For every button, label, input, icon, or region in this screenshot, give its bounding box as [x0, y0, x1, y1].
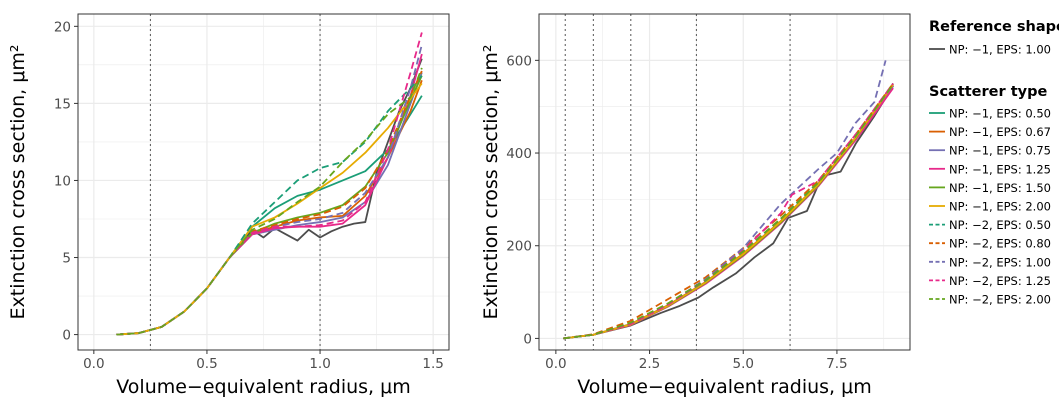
legend-item: NP: −1, EPS: 2.00 [929, 200, 1051, 214]
right-chart-panel: 0.0 2.5 5.0 7.5 0 200 400 600 Volume−equivalent … [480, 13, 911, 398]
x-tick-label: 2.5 [639, 356, 660, 372]
y-tick-label: 5 [62, 251, 71, 267]
legend-item: NP: −2, EPS: 0.50 [929, 218, 1051, 232]
y-tick-label: 15 [54, 96, 71, 112]
legend-reference-title: Reference shape [929, 19, 1059, 35]
legend-item-label: NP: −2, EPS: 0.80 [949, 237, 1051, 251]
legend-item: NP: −1, EPS: 0.50 [929, 107, 1051, 121]
legend-item-label: NP: −1, EPS: 1.50 [949, 181, 1051, 195]
x-axis-label: Volume−equivalent radius, μm [116, 376, 410, 398]
legend-item-label: NP: −2, EPS: 1.00 [949, 255, 1051, 269]
left-chart-panel: 0.0 0.5 1.0 1.5 0 5 10 15 20 Volume−equivalent ra… [7, 13, 450, 398]
series-line-reference [563, 85, 894, 340]
series-line-s_m2_100 [563, 60, 887, 340]
legend-item-label: NP: −1, EPS: 0.50 [949, 107, 1051, 121]
legend-scatterer-title: Scatterer type [929, 84, 1047, 100]
y-tick-label: 600 [506, 53, 532, 69]
series-group [116, 32, 423, 336]
legend-item: NP: −2, EPS: 1.25 [929, 274, 1051, 288]
legend-item: NP: −1, EPS: 1.25 [929, 162, 1051, 176]
y-tick-label: 0 [523, 331, 532, 347]
legend-item: NP: −1, EPS: 1.50 [929, 181, 1051, 195]
y-tick-label: 20 [54, 19, 71, 35]
x-tick-label: 1.5 [422, 356, 443, 372]
y-tick-label: 400 [506, 146, 532, 162]
legend-item: NP: −1, EPS: 0.67 [929, 125, 1051, 139]
legend-item-label: NP: −1, EPS: 1.00 [949, 43, 1051, 57]
legend-item-label: NP: −2, EPS: 0.50 [949, 218, 1051, 232]
legend-item-label: NP: −1, EPS: 1.25 [949, 162, 1051, 176]
legend-item-label: NP: −1, EPS: 2.00 [949, 200, 1051, 214]
x-tick-label: 5.0 [732, 356, 753, 372]
x-tick-label: 0.0 [83, 356, 104, 372]
legend-item: NP: −1, EPS: 0.75 [929, 144, 1051, 158]
legend-item-label: NP: −1, EPS: 0.67 [949, 125, 1051, 139]
series-line-s_m2_200 [563, 83, 894, 340]
legend-item-label: NP: −1, EPS: 0.75 [949, 144, 1051, 158]
legend-scatterer-items: NP: −1, EPS: 0.50 NP: −1, EPS: 0.67 NP: −1… [929, 107, 1051, 307]
y-tick-label: 200 [506, 239, 532, 255]
x-axis-label: Volume−equivalent radius, μm [577, 376, 871, 398]
y-axis-label: Extinction cross section, μm² [7, 45, 29, 320]
x-tick-label: 0.0 [545, 356, 566, 372]
series-line-s_m2_200 [116, 67, 423, 336]
legend-item: NP: −2, EPS: 0.80 [929, 237, 1051, 251]
y-axis-label: Extinction cross section, μm² [480, 45, 502, 320]
y-tick-label: 10 [54, 173, 71, 189]
y-tick-label: 0 [62, 328, 71, 344]
legend-item: NP: −2, EPS: 2.00 [929, 293, 1051, 307]
panel-border [77, 13, 450, 351]
legend-item: NP: −1, EPS: 1.00 [929, 43, 1051, 57]
x-tick-label: 0.5 [196, 356, 217, 372]
legend-reference-items: NP: −1, EPS: 1.00 [929, 43, 1051, 57]
legend: Reference shape NP: −1, EPS: 1.00 Scatte… [929, 19, 1059, 307]
series-group [563, 60, 894, 340]
legend-item-label: NP: −2, EPS: 1.25 [949, 274, 1051, 288]
x-tick-label: 1.0 [309, 356, 330, 372]
legend-item-label: NP: −2, EPS: 2.00 [949, 293, 1051, 307]
x-tick-label: 7.5 [826, 356, 847, 372]
legend-item: NP: −2, EPS: 1.00 [929, 255, 1051, 269]
plot-area [539, 14, 910, 350]
panel-border [538, 13, 911, 351]
